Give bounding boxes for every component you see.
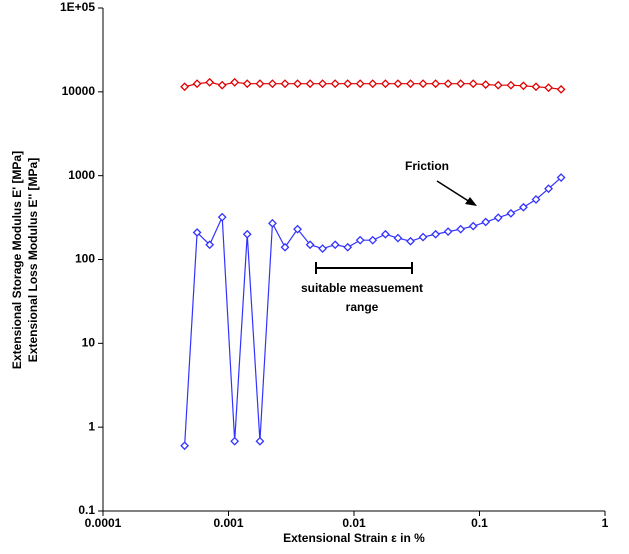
y-tick-label: 100: [75, 252, 95, 266]
data-point: [493, 213, 503, 223]
y-tick-label: 10000: [62, 84, 96, 98]
data-point: [230, 436, 240, 446]
x-axis-title: Extensional Strain ε in %: [283, 531, 425, 545]
data-point: [242, 229, 252, 239]
y-tick-label: 0.1: [78, 503, 95, 517]
y-tick-label: 1000: [68, 168, 95, 182]
y-axis-title: Extensional Loss Modulus E'' [MPa]: [26, 158, 40, 362]
data-point: [456, 224, 466, 234]
data-point: [192, 79, 202, 89]
data-point: [293, 79, 302, 89]
data-point: [393, 233, 403, 243]
data-point: [481, 217, 491, 227]
data-point: [418, 79, 428, 89]
data-point: [355, 79, 365, 89]
data-point: [355, 235, 365, 245]
data-point: [180, 82, 190, 92]
annotation-arrowhead: [465, 197, 477, 206]
data-point: [418, 232, 428, 242]
data-point: [519, 202, 528, 212]
data-point: [393, 79, 403, 89]
data-point: [443, 79, 453, 89]
data-point: [192, 228, 202, 237]
data-point: [431, 229, 441, 239]
data-point: [381, 229, 390, 239]
data-point: [330, 79, 340, 89]
data-point: [318, 79, 328, 89]
data-point: [205, 77, 215, 87]
data-point: [205, 240, 215, 250]
data-point: [519, 81, 528, 91]
data-point: [443, 227, 453, 237]
data-point: [343, 79, 353, 89]
data-point: [268, 218, 277, 228]
data-point: [493, 80, 503, 90]
data-point: [293, 224, 302, 234]
data-point: [381, 79, 390, 89]
data-point: [343, 242, 353, 252]
data-point: [318, 244, 328, 253]
data-point: [531, 195, 541, 204]
data-point: [506, 80, 516, 90]
data-point: [368, 235, 378, 245]
data-point: [180, 441, 190, 451]
y-tick-label: 10: [82, 336, 96, 350]
data-point: [506, 208, 516, 218]
annotation: suitable measuement: [301, 281, 423, 295]
data-point: [544, 184, 553, 194]
data-point: [330, 240, 340, 250]
data-point: [255, 436, 265, 446]
y-axis-title: Extensional Storage Modulus E' [MPa]: [10, 151, 24, 369]
data-point: [431, 79, 441, 89]
data-point: [406, 79, 415, 89]
data-point: [268, 79, 277, 89]
data-point: [456, 79, 466, 89]
data-point: [556, 84, 566, 94]
data-point: [531, 82, 541, 92]
data-point: [468, 79, 478, 89]
y-tick-label: 1E+05: [60, 0, 95, 14]
x-tick-label: 1: [602, 516, 609, 530]
x-tick-label: 0.001: [213, 516, 243, 530]
x-tick-label: 0.01: [342, 516, 366, 530]
annotation: range: [346, 300, 379, 314]
data-point: [368, 79, 378, 89]
annotation-arrow: [436, 180, 471, 203]
data-point: [280, 79, 290, 89]
y-tick-label: 1: [88, 419, 95, 433]
x-tick-label: 0.1: [471, 516, 488, 530]
data-point: [468, 221, 478, 231]
x-tick-label: 0.0001: [85, 516, 122, 530]
annotation: Friction: [405, 159, 449, 173]
data-point: [255, 79, 265, 89]
data-point: [217, 212, 227, 222]
data-point: [544, 83, 553, 93]
data-point: [481, 80, 491, 90]
data-point: [556, 173, 566, 182]
data-point: [217, 80, 227, 90]
data-point: [406, 236, 415, 246]
data-point: [242, 79, 252, 89]
data-point: [280, 242, 290, 252]
data-point: [230, 77, 240, 87]
data-point: [305, 79, 315, 89]
data-point: [305, 240, 315, 250]
